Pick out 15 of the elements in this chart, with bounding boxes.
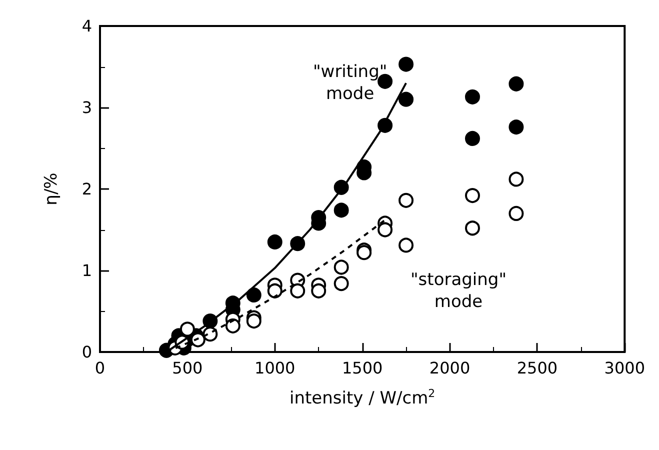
y-tick-label: 3 xyxy=(82,98,92,117)
annotation: "writing" mode xyxy=(312,62,388,104)
x-tick-label: 1500 xyxy=(342,358,383,378)
y-tick-label: 2 xyxy=(82,180,92,198)
x-tick-label: 3000 xyxy=(604,358,645,378)
x-tick-label: 2500 xyxy=(516,358,558,378)
y-tick-label: 4 xyxy=(82,16,92,36)
y-tick-label: 1 xyxy=(82,261,92,280)
y-axis-title: η/% xyxy=(42,172,62,206)
x-tick-label: 1000 xyxy=(254,358,296,378)
x-tick-label: 500 xyxy=(172,358,203,378)
x-tick-label: 0 xyxy=(94,358,106,378)
x-tick-label: 2000 xyxy=(429,358,470,378)
y-tick-label: 0 xyxy=(82,342,92,362)
annotation: "storaging" mode xyxy=(410,270,507,312)
